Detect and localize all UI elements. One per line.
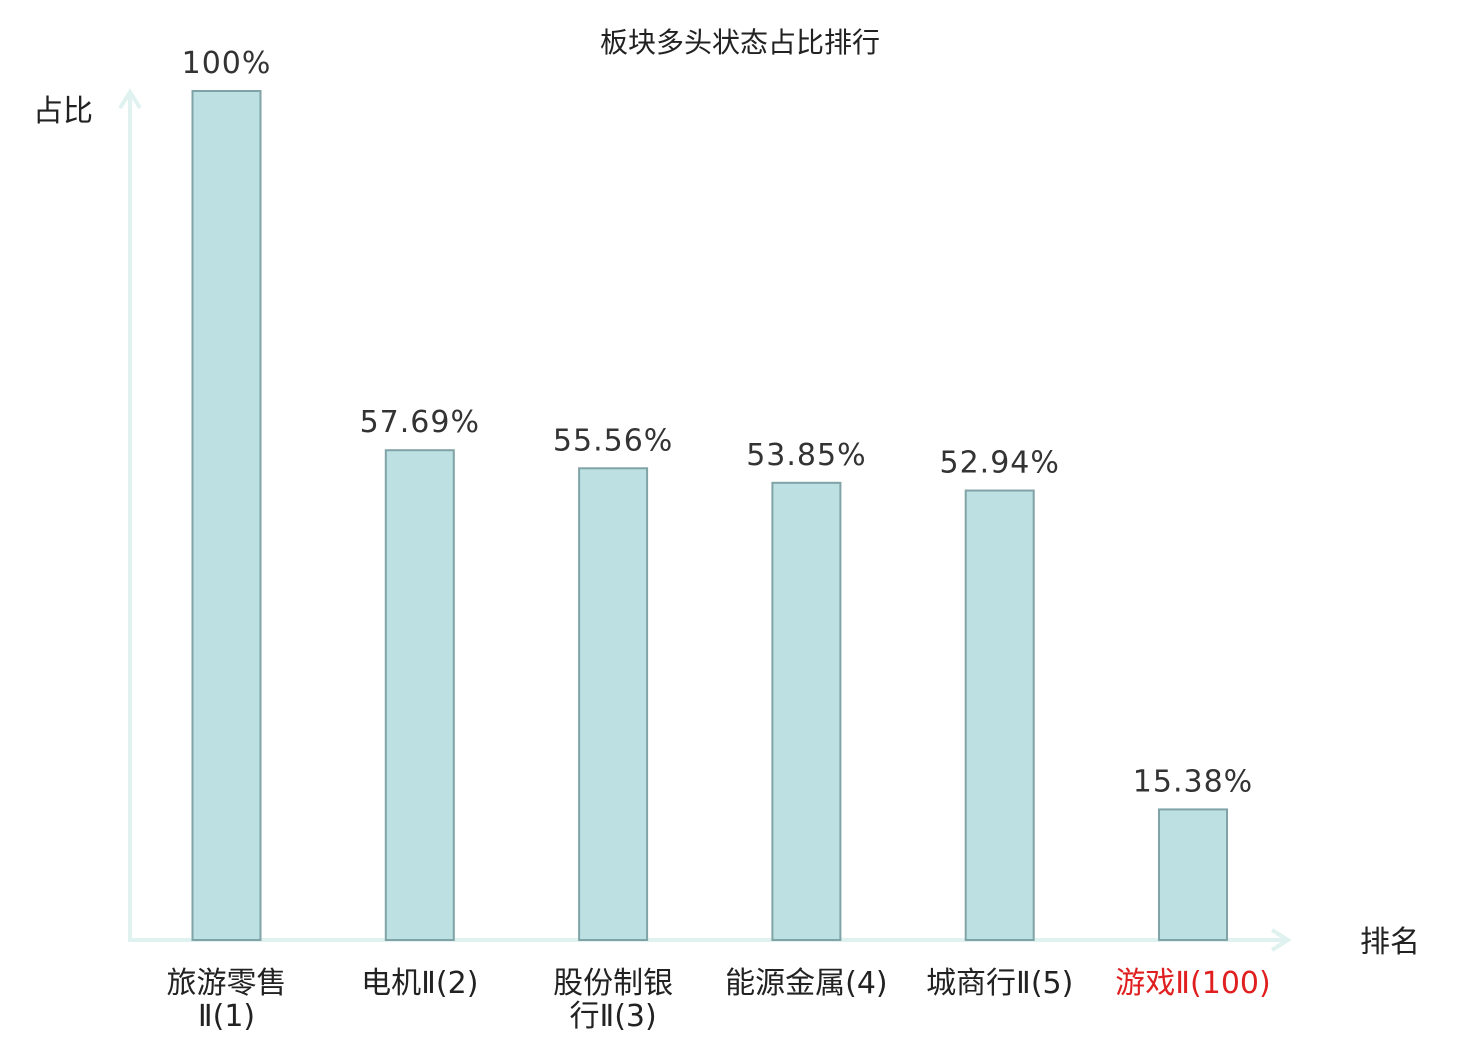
- category-label-4: 城商行Ⅱ(5): [926, 966, 1073, 1001]
- category-label-line: 行Ⅱ(3): [569, 999, 656, 1034]
- bar-1: [384, 449, 455, 941]
- bar-value-label-0: 100%: [182, 46, 272, 81]
- category-label-5: 游戏Ⅱ(100): [1115, 966, 1270, 1001]
- bar-value-label-5: 15.38%: [1133, 764, 1253, 799]
- bar-3: [771, 481, 842, 941]
- bar-4: [964, 489, 1035, 941]
- category-label-line: 旅游零售: [167, 966, 287, 1001]
- bar-value-label-4: 52.94%: [940, 446, 1060, 481]
- bar-0: [191, 90, 262, 941]
- x-axis-label: 排名: [1360, 925, 1420, 960]
- value-labels-group: 100% 57.69% 55.56% 53.85% 52.94% 15.38%: [182, 46, 1253, 799]
- category-label-0: 旅游零售 Ⅱ(1): [167, 966, 287, 1034]
- category-labels-group: 旅游零售 Ⅱ(1) 电机Ⅱ(2) 股份制银行Ⅱ(3) 能源金属(4) 城商行Ⅱ(5) 游戏Ⅱ…: [167, 966, 1271, 1034]
- x-axis-arrow: [1270, 928, 1292, 952]
- category-label-line: 股份制银: [553, 966, 673, 1001]
- category-label-line: 城商行Ⅱ(5): [926, 966, 1073, 1001]
- category-label-2: 股份制银行Ⅱ(3): [553, 966, 673, 1034]
- bar-value-label-3: 53.85%: [746, 438, 866, 473]
- bars-group: [191, 90, 1228, 942]
- category-label-line: 能源金属(4): [725, 966, 888, 1001]
- y-axis-label: 占比: [33, 94, 93, 129]
- category-label-line: 游戏Ⅱ(100): [1115, 966, 1270, 1001]
- bar-5: [1158, 808, 1228, 942]
- category-label-line: 电机Ⅱ(2): [361, 966, 478, 1001]
- bar-2: [578, 467, 649, 941]
- chart-title: 板块多头状态占比排行: [600, 26, 880, 59]
- category-label-1: 电机Ⅱ(2): [361, 966, 478, 1001]
- y-axis-arrow: [118, 88, 142, 110]
- category-label-line: Ⅱ(1): [198, 999, 255, 1034]
- bar-value-label-2: 55.56%: [553, 423, 673, 458]
- bar-value-label-1: 57.69%: [360, 405, 480, 440]
- category-label-3: 能源金属(4): [725, 966, 888, 1001]
